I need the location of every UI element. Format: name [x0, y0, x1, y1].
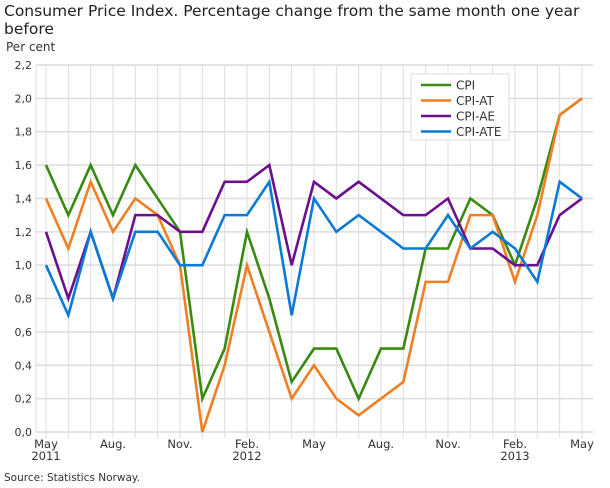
x-tick-label: Aug.: [100, 437, 126, 451]
legend-label: CPI-AT: [456, 94, 494, 108]
y-tick-label: 0,8: [15, 293, 33, 306]
source-note: Source: Statistics Norway.: [4, 472, 140, 484]
y-tick-label: 0,4: [15, 359, 33, 372]
y-tick-label: 0,0: [15, 426, 33, 439]
x-tick-label: Feb.: [235, 437, 259, 451]
x-tick-label: May: [302, 437, 326, 451]
legend-label: CPI-AE: [456, 110, 495, 124]
x-tick-label: Feb.: [503, 437, 527, 451]
y-tick-label: 1,6: [15, 159, 33, 172]
y-tick-label: 2,0: [15, 92, 33, 105]
y-tick-label: 2,2: [15, 59, 33, 72]
x-tick-year-label: 2011: [31, 449, 60, 463]
x-tick-label: May: [570, 437, 594, 451]
y-tick-label: 1,0: [15, 259, 33, 272]
y-tick-label: 1,2: [15, 226, 33, 239]
y-axis-label: Per cent: [6, 40, 56, 54]
x-tick-label: Nov.: [435, 437, 460, 451]
y-tick-label: 0,6: [15, 326, 33, 339]
x-tick-label: Aug.: [368, 437, 394, 451]
legend-label: CPI: [456, 79, 475, 93]
series-line-cpi-ae: [44, 162, 583, 304]
y-tick-label: 1,4: [15, 192, 33, 205]
series-line-cpi-ate: [44, 178, 583, 320]
x-tick-year-label: 2012: [232, 449, 261, 463]
series-line-cpi-at: [44, 97, 583, 433]
legend-label: CPI-ATE: [456, 125, 501, 139]
x-tick-label: Nov.: [167, 437, 192, 451]
y-tick-label: 0,2: [15, 393, 33, 406]
x-tick-year-label: 2013: [500, 449, 529, 463]
y-tick-label: 1,8: [15, 126, 33, 139]
x-tick-label: May: [34, 437, 58, 451]
chart-title: Consumer Price Index. Percentage change …: [4, 2, 580, 38]
